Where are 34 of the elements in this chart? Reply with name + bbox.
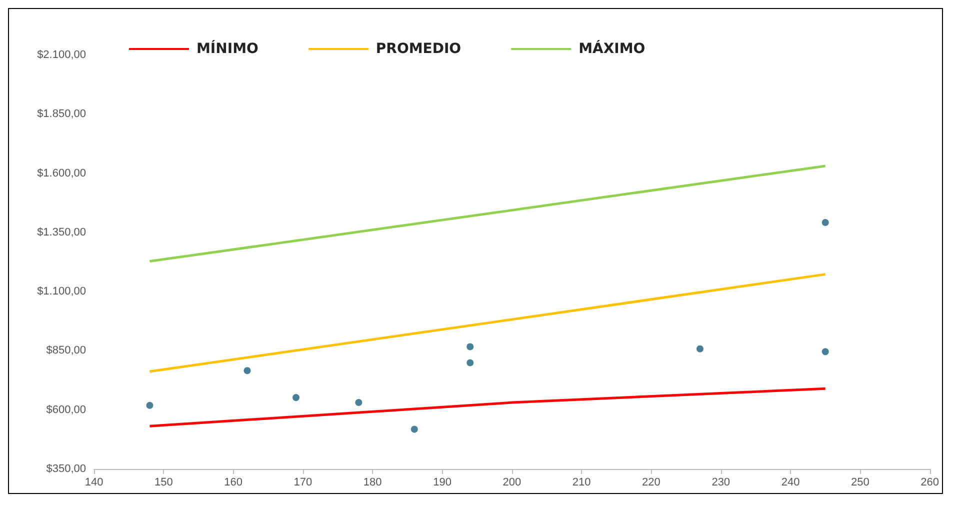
legend-label: MÍNIMO [196,40,258,57]
x-tick-label: 150 [154,476,173,488]
y-tick-label: $1.600,00 [37,167,86,180]
legend-label: MÁXIMO [578,40,646,57]
point [292,394,300,402]
point [466,343,474,350]
point [696,345,704,352]
point [822,348,829,356]
x-tick-label: 190 [433,476,452,488]
y-tick-label: $1.850,00 [37,108,86,120]
y-tick-label: $2.100,00 [37,49,86,61]
point [822,218,829,226]
y-tick-label: $350,00 [46,463,86,475]
point [355,399,362,406]
x-tick-label: 180 [363,476,382,488]
point [466,359,474,366]
x-tick-label: 210 [572,476,591,488]
x-tick-label: 230 [712,476,730,488]
x-tick-label: 140 [84,476,104,488]
point [146,402,154,409]
point [410,426,418,433]
x-tick-label: 240 [781,476,800,488]
y-tick-label: $850,00 [46,344,86,357]
y-tick-label: $1.350,00 [37,226,86,238]
x-tick-label: 200 [502,476,522,488]
x-tick-label: 220 [642,476,660,488]
legend-label: PROMEDIO [376,41,462,57]
y-tick-label: $600,00 [46,404,86,416]
x-tick-label: 170 [294,476,312,488]
x-tick-label: 260 [920,476,940,488]
point [244,367,251,374]
x-tick-label: 250 [850,476,870,488]
x-tick-label: 160 [224,476,242,488]
y-tick-label: $1.100,00 [37,286,86,298]
